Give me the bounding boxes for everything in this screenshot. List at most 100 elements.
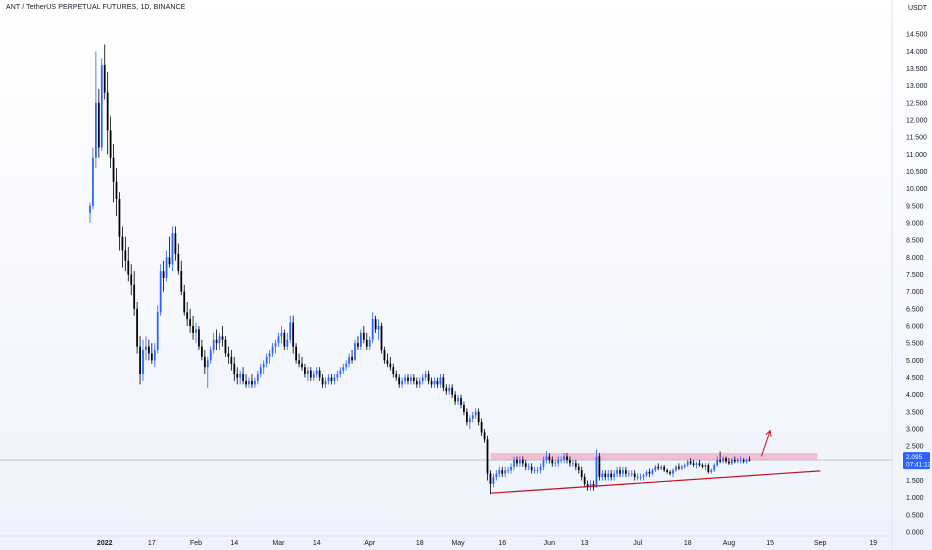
price-tick-label: 7.500 (906, 272, 924, 279)
candle (639, 473, 642, 481)
price-tick-label: 5.000 (906, 358, 924, 365)
price-tick-label: 4.000 (906, 392, 924, 399)
candle (595, 449, 598, 488)
candle (162, 260, 165, 292)
price-tick-label: 4.500 (906, 375, 924, 382)
price-tick-label: 13.500 (906, 66, 928, 73)
time-tick-label: Jul (633, 540, 642, 547)
candle-body (415, 380, 418, 385)
candle-body (324, 380, 327, 385)
candle (442, 374, 445, 392)
candle (209, 346, 212, 364)
candle (607, 470, 610, 481)
candle-body (501, 470, 504, 474)
candle (642, 473, 645, 481)
candle-body (489, 473, 492, 484)
candle-body (507, 470, 509, 471)
price-tick-label: 2.500 (906, 444, 924, 451)
candle (330, 374, 333, 385)
candle (156, 305, 159, 354)
candle-body (236, 374, 239, 378)
candle-body (368, 339, 371, 347)
last-price-value: 2.095 (906, 454, 923, 461)
candle-body (97, 102, 100, 148)
candle-body (566, 456, 568, 460)
candle (598, 453, 601, 481)
candle-body (377, 326, 380, 330)
candle-body (551, 459, 554, 464)
candle (460, 394, 462, 409)
candle (521, 456, 524, 467)
candle-body (495, 473, 498, 478)
candle-body (348, 356, 350, 364)
candle-body (130, 274, 133, 285)
candle (336, 370, 339, 381)
candle (613, 470, 615, 481)
candle-body (492, 477, 495, 484)
candle (212, 332, 215, 354)
price-tick-label: 10.000 (906, 186, 928, 193)
candle-body (722, 458, 724, 462)
candle (360, 329, 362, 351)
candle (145, 336, 147, 361)
candle-body (401, 380, 403, 385)
candle-body (280, 332, 283, 337)
candle (545, 451, 548, 464)
candle (251, 374, 253, 388)
candle (227, 346, 230, 364)
candle (130, 264, 133, 296)
price-tick-label: 9.500 (906, 203, 924, 210)
candle-body (548, 456, 551, 460)
candle-body (418, 380, 421, 385)
candle-body (362, 332, 365, 340)
candle (507, 466, 509, 474)
candle-body (168, 257, 171, 265)
candle (554, 459, 557, 467)
candle-body (215, 339, 218, 344)
candle-body (610, 473, 613, 478)
candle-body (595, 456, 598, 488)
candle (572, 459, 574, 467)
candle (725, 456, 727, 464)
candle-body (707, 465, 710, 472)
candle (701, 463, 704, 469)
candle (645, 470, 648, 478)
candle (468, 415, 471, 429)
candle-body (136, 308, 138, 347)
candle-body (307, 370, 309, 375)
candle (362, 326, 365, 344)
candle (236, 367, 239, 385)
time-tick-label: 18 (684, 540, 692, 547)
candle-body (242, 374, 244, 381)
candle-body (224, 339, 227, 354)
candle (448, 384, 451, 395)
candle-body (271, 346, 274, 354)
candle-body (622, 470, 624, 474)
candle-body (251, 380, 253, 385)
candle-body (421, 377, 424, 381)
candle-body (192, 326, 194, 333)
candle-body (392, 367, 395, 375)
candle (560, 456, 562, 464)
candle-body (357, 343, 359, 347)
candle-body (433, 380, 436, 385)
candle-body (100, 65, 103, 148)
candle (150, 343, 153, 364)
time-tick-label: 13 (581, 540, 589, 547)
candle-body (339, 370, 342, 375)
candle (501, 466, 504, 478)
candle-body (427, 374, 430, 381)
candle (224, 336, 227, 357)
candle (492, 473, 495, 488)
candle-body (601, 473, 604, 478)
candle (148, 339, 150, 361)
candle (371, 312, 374, 344)
candle (395, 370, 398, 381)
candle (672, 468, 674, 478)
candle (289, 315, 292, 344)
candle-body (277, 336, 280, 344)
candle (610, 470, 613, 481)
candle-body (731, 459, 733, 464)
